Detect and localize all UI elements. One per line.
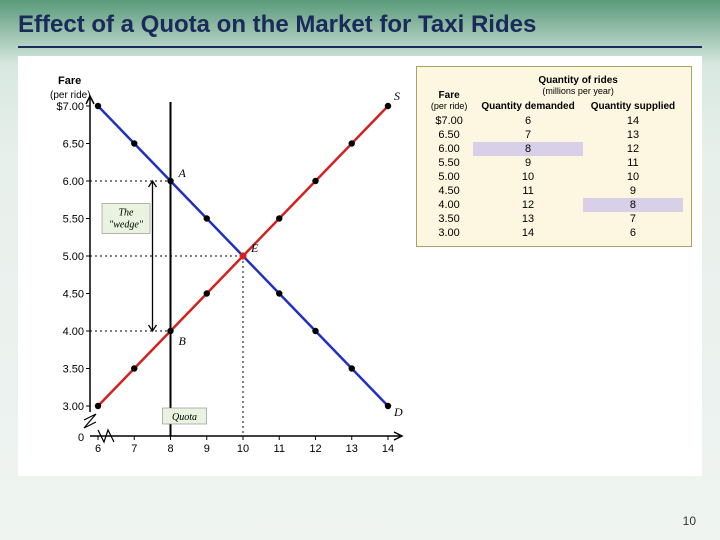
table-area: Fare (per ride) Quantity of rides (milli… xyxy=(408,66,692,466)
cell-qs: 13 xyxy=(583,128,683,142)
cell-fare: 5.00 xyxy=(425,170,473,184)
svg-text:D: D xyxy=(393,405,403,419)
cell-qd: 13 xyxy=(473,212,583,226)
svg-text:$7.00: $7.00 xyxy=(56,101,84,113)
cell-qd: 6 xyxy=(473,114,583,128)
table-row: 5.50911 xyxy=(425,156,683,170)
top-sub: (millions per year) xyxy=(542,86,614,96)
svg-text:3.00: 3.00 xyxy=(63,401,84,413)
table-row: 5.001010 xyxy=(425,170,683,184)
cell-fare: 3.50 xyxy=(425,212,473,226)
col2-head: Quantity demanded xyxy=(481,101,574,112)
cell-qs: 8 xyxy=(583,198,683,212)
data-table: Fare (per ride) Quantity of rides (milli… xyxy=(425,73,683,240)
cell-qd: 7 xyxy=(473,128,583,142)
table-row: 4.50119 xyxy=(425,184,683,198)
cell-qd: 11 xyxy=(473,184,583,198)
cell-qs: 7 xyxy=(583,212,683,226)
cell-qd: 8 xyxy=(473,142,583,156)
chart-svg: Fare (per ride) 0 $7.00 6.50 6.00 5.50 5.00 4.50… xyxy=(28,66,408,456)
svg-text:The: The xyxy=(119,208,135,219)
chart-area: Fare (per ride) 0 $7.00 6.50 6.00 5.50 5.00 4.50… xyxy=(28,66,408,466)
col1-sub: (per ride) xyxy=(431,101,468,111)
data-table-wrap: Fare (per ride) Quantity of rides (milli… xyxy=(416,66,692,247)
svg-text:5.00: 5.00 xyxy=(63,251,84,263)
svg-text:10: 10 xyxy=(237,443,249,455)
cell-qd: 9 xyxy=(473,156,583,170)
svg-text:6.00: 6.00 xyxy=(63,176,84,188)
cell-qs: 9 xyxy=(583,184,683,198)
svg-text:6: 6 xyxy=(95,443,101,455)
content-panel: Fare(per ride)0$7.006.506.005.505.004.50… xyxy=(18,56,702,476)
table-row: 6.00812 xyxy=(425,142,683,156)
cell-fare: 5.50 xyxy=(425,156,473,170)
cell-qs: 6 xyxy=(583,226,683,240)
cell-fare: 6.00 xyxy=(425,142,473,156)
cell-fare: $7.00 xyxy=(425,114,473,128)
svg-text:8: 8 xyxy=(167,443,173,455)
table-row: 3.50137 xyxy=(425,212,683,226)
svg-text:5.50: 5.50 xyxy=(63,214,84,226)
col1-head: Fare xyxy=(439,90,460,101)
table-row: $7.00614 xyxy=(425,114,683,128)
svg-text:(per ride): (per ride) xyxy=(50,90,91,101)
table-row: 3.00146 xyxy=(425,226,683,240)
svg-text:S: S xyxy=(394,89,400,103)
cell-fare: 4.00 xyxy=(425,198,473,212)
svg-text:12: 12 xyxy=(309,443,321,455)
svg-text:Quota: Quota xyxy=(172,412,197,423)
svg-text:4.00: 4.00 xyxy=(63,326,84,338)
svg-text:9: 9 xyxy=(204,443,210,455)
cell-qd: 10 xyxy=(473,170,583,184)
svg-text:11: 11 xyxy=(274,443,285,455)
title-underline xyxy=(18,46,702,48)
cell-qs: 12 xyxy=(583,142,683,156)
svg-text:Fare: Fare xyxy=(58,75,81,87)
svg-text:4.50: 4.50 xyxy=(63,289,84,301)
slide-title: Effect of a Quota on the Market for Taxi… xyxy=(0,0,720,46)
top-header: Quantity of rides xyxy=(538,75,617,86)
cell-qs: 14 xyxy=(583,114,683,128)
cell-qs: 11 xyxy=(583,156,683,170)
cell-fare: 6.50 xyxy=(425,128,473,142)
page-number: 10 xyxy=(683,514,696,528)
svg-text:6.50: 6.50 xyxy=(63,139,84,151)
svg-text:7: 7 xyxy=(131,443,137,455)
svg-text:E: E xyxy=(250,241,259,255)
svg-text:A: A xyxy=(178,166,187,180)
cell-qd: 14 xyxy=(473,226,583,240)
svg-text:14: 14 xyxy=(382,443,394,455)
svg-text:3.50: 3.50 xyxy=(63,364,84,376)
cell-qs: 10 xyxy=(583,170,683,184)
table-row: 6.50713 xyxy=(425,128,683,142)
table-row: 4.00128 xyxy=(425,198,683,212)
svg-text:0: 0 xyxy=(78,432,84,444)
svg-text:"wedge": "wedge" xyxy=(109,220,144,231)
cell-fare: 4.50 xyxy=(425,184,473,198)
cell-fare: 3.00 xyxy=(425,226,473,240)
cell-qd: 12 xyxy=(473,198,583,212)
svg-text:B: B xyxy=(179,334,187,348)
col3-head: Quantity supplied xyxy=(591,101,675,112)
svg-text:13: 13 xyxy=(346,443,358,455)
